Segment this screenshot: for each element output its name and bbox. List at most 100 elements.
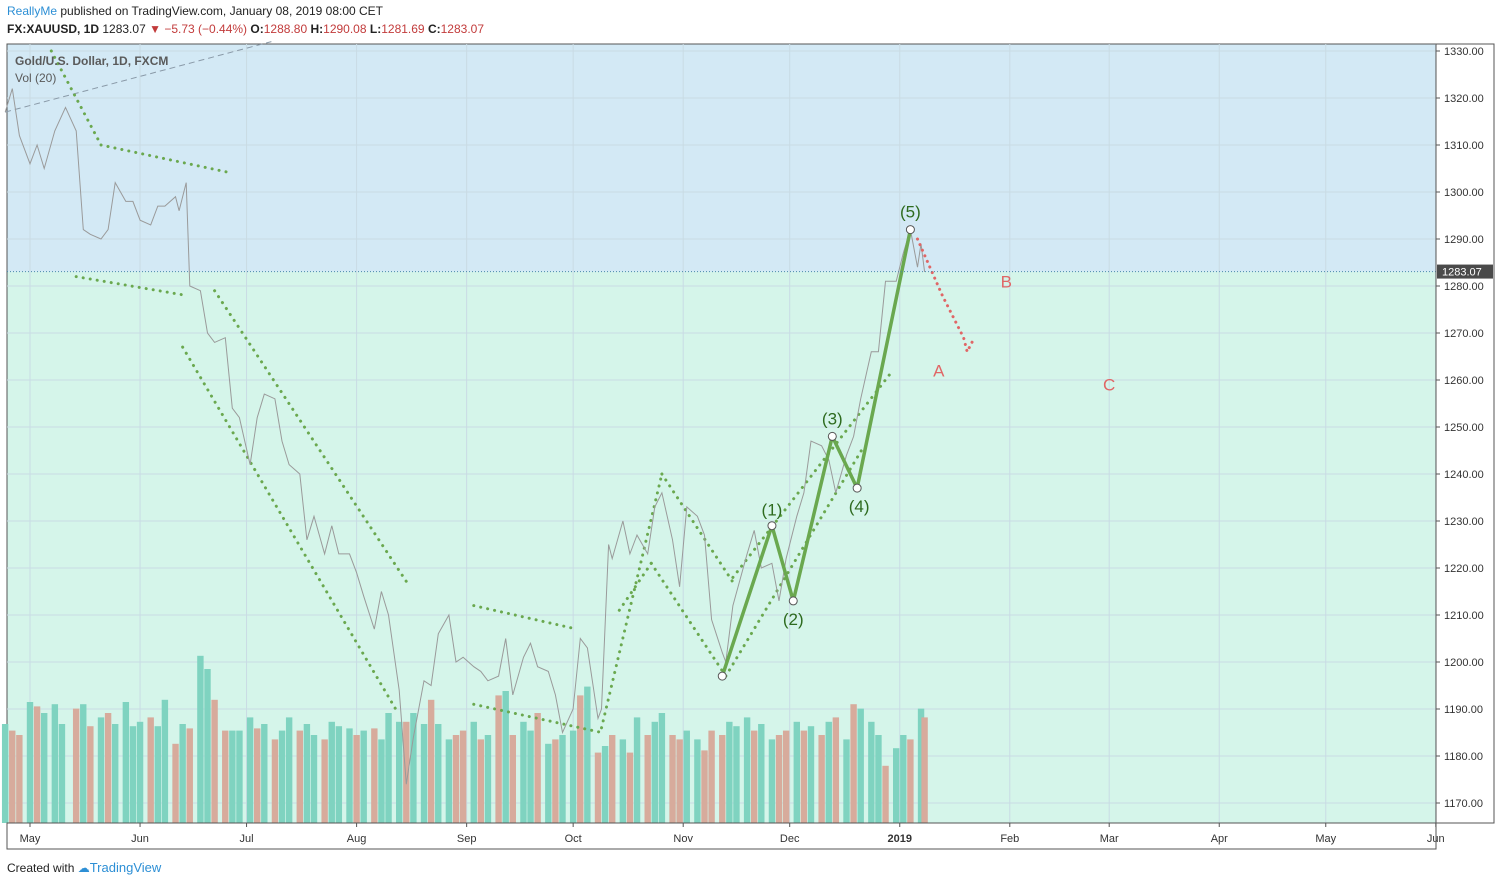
channel-line[interactable]: [213, 289, 412, 589]
wave-label: (1): [762, 501, 783, 520]
volume-bar: [58, 724, 66, 823]
down-arrow-icon: ▼: [149, 22, 161, 36]
y-tick-label: 1320.00: [1444, 93, 1484, 105]
volume-bar: [733, 726, 740, 823]
volume-bar: [353, 735, 360, 823]
abc-projection-line[interactable]: [916, 237, 976, 357]
volume-bar: [768, 739, 776, 823]
volume-bar: [559, 735, 566, 823]
volume-bar: [907, 739, 914, 823]
channel-line[interactable]: [74, 275, 188, 297]
published-text: published on TradingView.com, January 08…: [60, 4, 384, 18]
volume-bar: [112, 724, 119, 823]
channel-line[interactable]: [649, 561, 728, 678]
x-tick-label: Dec: [780, 833, 800, 845]
dashed-trendline[interactable]: [5, 41, 272, 113]
y-tick-label: 1280.00: [1444, 281, 1484, 293]
channel-line[interactable]: [617, 561, 653, 612]
channel-line[interactable]: [660, 472, 735, 584]
volume-bar: [683, 730, 690, 823]
volume-bar: [72, 708, 80, 823]
volume-bar: [427, 699, 435, 823]
volume-bar: [278, 730, 286, 823]
x-tick-label: May: [20, 833, 41, 845]
volume-bar: [41, 713, 48, 823]
x-tick-label: Nov: [673, 833, 693, 845]
volume-bar: [26, 702, 34, 823]
volume-bar: [726, 721, 733, 823]
footer: Created with ☁TradingView: [7, 860, 161, 875]
volume-bar: [136, 721, 144, 823]
wave-point-marker[interactable]: [827, 431, 837, 441]
volume-bar: [80, 704, 87, 823]
y-tick-label: 1270.00: [1444, 328, 1484, 340]
low-label: L:: [369, 22, 382, 36]
volume-bar: [51, 704, 59, 823]
wave-label: (4): [849, 497, 870, 516]
volume-bar: [633, 717, 641, 823]
time-axis[interactable]: [6, 822, 1437, 850]
wave-point-marker[interactable]: [852, 483, 862, 493]
channel-line[interactable]: [600, 472, 664, 730]
volume-bar: [222, 730, 229, 823]
volume-bar: [917, 708, 925, 823]
wave-point-marker[interactable]: [788, 596, 798, 606]
low-value: 1281.69: [381, 22, 425, 36]
channel-line[interactable]: [99, 143, 234, 175]
volume-bar: [743, 717, 751, 823]
volume-bar: [385, 713, 392, 823]
volume-bar: [33, 706, 41, 823]
tradingview-brand[interactable]: TradingView: [89, 860, 162, 875]
volume-bar: [619, 739, 627, 823]
x-tick-label: Aug: [347, 833, 367, 845]
x-tick-label: Sep: [457, 833, 477, 845]
volume-bar: [751, 730, 758, 823]
volume-bar: [179, 724, 186, 823]
abc-label: B: [1001, 272, 1012, 291]
volume-bar: [435, 724, 442, 823]
wave-point-marker[interactable]: [717, 671, 727, 681]
volume-bar: [502, 691, 509, 823]
symbol-info: FX:XAUUSD, 1D 1283.07 ▼ −5.73 (−0.44%) O…: [7, 22, 484, 36]
volume-bar: [360, 730, 367, 823]
volume-bar: [410, 713, 417, 823]
volume-bar: [868, 721, 875, 823]
author-link[interactable]: ReallyMe: [7, 4, 58, 18]
volume-bar: [609, 735, 616, 823]
volume-bar: [186, 728, 193, 823]
channel-line[interactable]: [181, 345, 398, 711]
price-change: −5.73 (−0.44%): [164, 22, 248, 36]
y-tick-label: 1240.00: [1444, 469, 1484, 481]
channel-line[interactable]: [724, 444, 866, 678]
wave-point-marker[interactable]: [767, 521, 777, 531]
volume-bar: [87, 726, 94, 823]
volume-bar: [601, 746, 609, 823]
channel-line[interactable]: [472, 702, 604, 734]
channel-line[interactable]: [731, 369, 895, 579]
volume-bar: [477, 739, 485, 823]
volume-bar: [594, 752, 602, 823]
last-price-label: 1283.07: [1442, 267, 1482, 279]
volume-bar: [154, 726, 161, 823]
volume-bar: [321, 739, 328, 823]
volume-bar: [396, 721, 403, 823]
volume-bar: [584, 686, 591, 823]
open-value: 1288.80: [263, 22, 308, 36]
volume-bar: [545, 743, 552, 823]
volume-bar: [328, 721, 335, 823]
open-label: O:: [250, 22, 264, 36]
volume-bar: [708, 730, 715, 823]
abc-label: C: [1103, 376, 1115, 395]
volume-bar: [509, 735, 516, 823]
volume-bar: [246, 717, 254, 823]
last-price: 1283.07: [102, 22, 146, 36]
volume-bar: [758, 724, 765, 823]
price-axis[interactable]: [1435, 43, 1495, 824]
volume-bar: [122, 702, 130, 823]
x-tick-label: Jun: [131, 833, 149, 845]
elliott-wave-line[interactable]: [720, 229, 913, 677]
y-tick-label: 1250.00: [1444, 422, 1484, 434]
y-tick-label: 1290.00: [1444, 234, 1484, 246]
wave-point-marker[interactable]: [905, 225, 915, 235]
